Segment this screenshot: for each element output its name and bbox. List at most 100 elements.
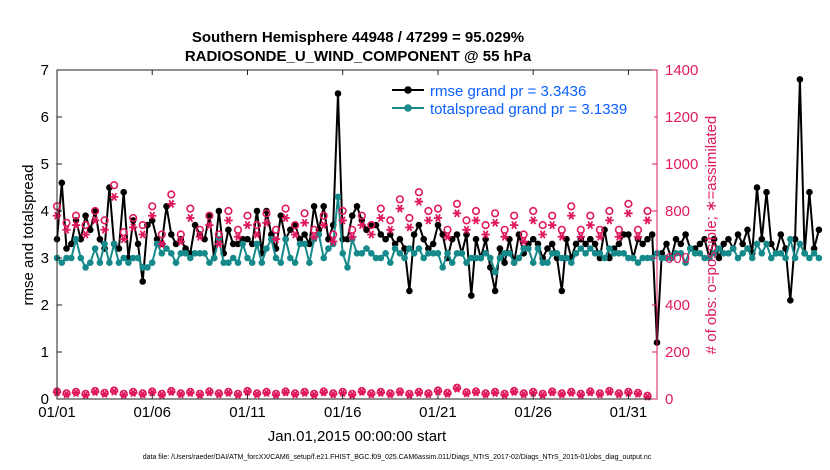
bottom-assimilated-obs-marker xyxy=(186,388,195,397)
totalspread-point xyxy=(772,250,780,257)
assimilated-obs-marker xyxy=(509,221,519,230)
y-left-tick-label: 1 xyxy=(41,344,49,361)
rmse-point xyxy=(763,188,770,196)
rmse-point xyxy=(77,235,85,243)
possible-obs-marker xyxy=(376,204,385,213)
rmse-point xyxy=(677,240,685,248)
y-right-tick-label: 800 xyxy=(665,203,690,220)
rmse-point xyxy=(406,287,413,295)
totalspread-point xyxy=(339,250,347,257)
legend-rmse-marker xyxy=(404,86,412,94)
bottom-assimilated-obs-marker xyxy=(100,389,109,398)
bottom-assimilated-obs-marker xyxy=(147,388,157,397)
totalspread-point xyxy=(344,264,351,271)
rmse-point xyxy=(434,221,442,229)
totalspread-point xyxy=(439,264,447,271)
bottom-possible-obs-marker xyxy=(262,387,271,397)
possible-obs-marker xyxy=(319,211,328,220)
totalspread-point xyxy=(268,235,275,243)
rmse-point xyxy=(391,240,399,248)
bottom-assimilated-obs-marker xyxy=(205,388,214,397)
rmse-point xyxy=(301,231,308,238)
assimilated-obs-marker xyxy=(357,221,366,230)
totalspread-point xyxy=(368,250,375,257)
totalspread-point xyxy=(172,259,180,267)
rmse-point xyxy=(182,245,189,252)
rmse-point xyxy=(229,240,237,248)
totalspread-point xyxy=(748,254,756,262)
totalspread-point xyxy=(687,245,694,252)
rmse-point xyxy=(453,231,461,238)
rmse-point xyxy=(68,240,75,248)
bottom-assimilated-obs-marker xyxy=(290,390,300,399)
rmse-point xyxy=(401,245,408,252)
assimilated-obs-marker xyxy=(119,235,128,244)
rmse-point xyxy=(691,245,699,252)
totalspread-point xyxy=(720,250,727,257)
bottom-assimilated-obs-marker xyxy=(424,390,433,399)
bottom-assimilated-obs-marker xyxy=(548,388,557,397)
totalspread-point xyxy=(491,268,499,276)
totalspread-point xyxy=(258,259,266,267)
totalspread-point xyxy=(306,259,313,267)
possible-obs-marker xyxy=(519,230,528,239)
totalspread-point xyxy=(577,245,585,252)
totalspread-point xyxy=(210,254,218,262)
rmse-point xyxy=(663,240,670,248)
rmse-point xyxy=(806,188,813,196)
totalspread-point xyxy=(534,245,542,252)
bottom-possible-obs-marker xyxy=(129,387,138,397)
rmse-point xyxy=(553,254,561,262)
bottom-assimilated-obs-marker xyxy=(214,390,224,399)
totalspread-point xyxy=(668,254,675,262)
possible-obs-marker xyxy=(567,202,576,211)
totalspread-point xyxy=(801,250,808,257)
bottom-assimilated-obs-marker xyxy=(329,390,338,399)
assimilated-obs-marker xyxy=(195,232,205,241)
assimilated-obs-marker xyxy=(348,232,357,241)
bottom-assimilated-obs-marker xyxy=(586,388,595,397)
rmse-point xyxy=(572,240,580,248)
totalspread-point xyxy=(658,254,666,262)
possible-obs-marker xyxy=(81,221,90,230)
bottom-possible-obs-marker xyxy=(452,383,462,392)
rmse-point xyxy=(248,240,256,248)
possible-obs-marker xyxy=(576,225,585,234)
bottom-possible-obs-marker xyxy=(500,389,509,398)
assimilated-obs-marker xyxy=(500,232,509,241)
y-left-tick-label: 2 xyxy=(41,297,49,314)
possible-obs-marker xyxy=(224,206,233,216)
bottom-possible-obs-marker xyxy=(119,389,128,398)
assimilated-obs-marker xyxy=(471,216,481,225)
totalspread-point xyxy=(77,254,85,262)
totalspread-point xyxy=(325,245,332,252)
totalspread-point xyxy=(558,254,566,262)
assimilated-obs-marker xyxy=(395,204,405,213)
y-left-tick-label: 0 xyxy=(41,391,49,408)
totalspread-point xyxy=(625,254,632,262)
bottom-assimilated-obs-marker xyxy=(633,389,643,398)
assimilated-obs-marker xyxy=(329,237,338,246)
totalspread-point xyxy=(710,250,718,257)
assimilated-obs-marker xyxy=(176,237,186,246)
rmse-point xyxy=(363,226,370,234)
assimilated-obs-marker xyxy=(214,239,224,248)
assimilated-obs-marker xyxy=(128,223,138,232)
legend: rmse grand pr = 3.3436 totalspread grand… xyxy=(388,78,654,120)
bottom-assimilated-obs-marker xyxy=(338,388,347,397)
totalspread-point xyxy=(420,254,428,262)
assimilated-obs-marker xyxy=(614,232,624,241)
totalspread-point xyxy=(382,250,389,257)
rmse-point xyxy=(496,245,504,252)
bottom-possible-obs-marker xyxy=(71,387,81,397)
totalspread-point xyxy=(706,254,713,262)
bottom-assimilated-obs-marker xyxy=(509,387,519,396)
assimilated-obs-marker xyxy=(519,237,528,246)
rmse-point xyxy=(268,231,275,238)
bottom-assimilated-obs-marker xyxy=(452,384,462,393)
totalspread-point xyxy=(582,250,589,257)
totalspread-point xyxy=(501,250,508,257)
totalspread-point xyxy=(253,240,261,248)
